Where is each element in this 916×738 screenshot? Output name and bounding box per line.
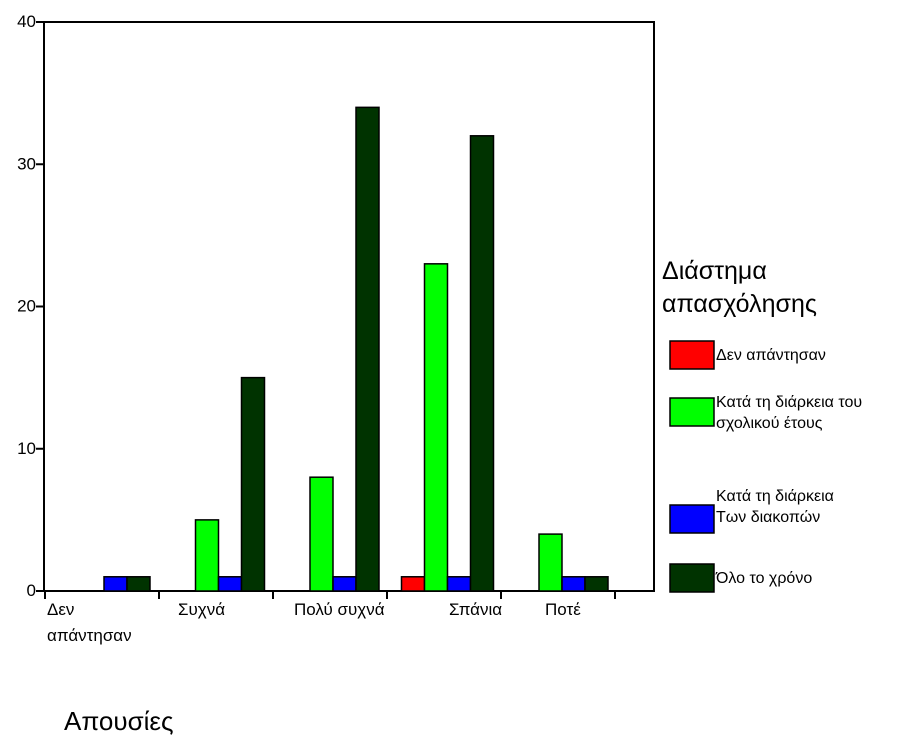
legend-swatch — [669, 504, 715, 534]
legend-label: Κατά τη διάρκεια του σχολικού έτους — [716, 394, 862, 432]
legend-swatch — [669, 397, 715, 427]
legend-label: Κατά τη διάρκεια Των διακοπών — [716, 488, 834, 526]
legend: Διάστημα απασχόλησης Δεν απάντησαν Κατά τη … — [662, 257, 862, 593]
x-tick-label: Δεν απάντησαν — [47, 600, 132, 645]
bar — [217, 576, 243, 592]
y-tick-label: 20 — [17, 297, 36, 316]
x-tick-label: Πολύ συχνά — [294, 600, 385, 619]
bar — [400, 576, 426, 592]
bar — [194, 519, 220, 592]
bar — [584, 576, 609, 592]
bar — [103, 576, 128, 592]
y-tick-label: 40 — [17, 12, 36, 31]
bars-group — [58, 106, 609, 592]
bar — [309, 476, 334, 592]
legend-title: Διάστημα απασχόλησης — [662, 257, 817, 318]
x-tick-label: Ποτέ — [545, 600, 581, 619]
bar — [423, 263, 449, 592]
y-tick-label: 0 — [27, 581, 36, 600]
x-tick-label: Σπάνια — [449, 600, 502, 619]
x-axis-title: Απουσίες — [64, 706, 174, 736]
legend-swatch — [669, 340, 715, 370]
bar — [240, 376, 266, 592]
y-tick-label: 10 — [17, 439, 36, 458]
bar — [561, 576, 586, 592]
y-axis: 0 10 20 30 40 — [17, 12, 44, 600]
bar — [332, 576, 357, 592]
y-tick-label: 30 — [17, 154, 36, 173]
legend-swatch — [669, 563, 715, 593]
plot-area — [43, 21, 655, 592]
bar — [126, 576, 151, 592]
x-axis: Δεν απάντησαν Συχνά Πολύ συχνά Σπάνια Ποτέ — [44, 591, 616, 645]
bar — [538, 533, 563, 592]
bar — [355, 106, 380, 592]
legend-label: Όλο το χρόνο — [715, 570, 812, 587]
bar — [446, 576, 472, 592]
bar — [469, 135, 495, 592]
x-tick-label: Συχνά — [178, 600, 225, 619]
legend-label: Δεν απάντησαν — [716, 347, 826, 364]
